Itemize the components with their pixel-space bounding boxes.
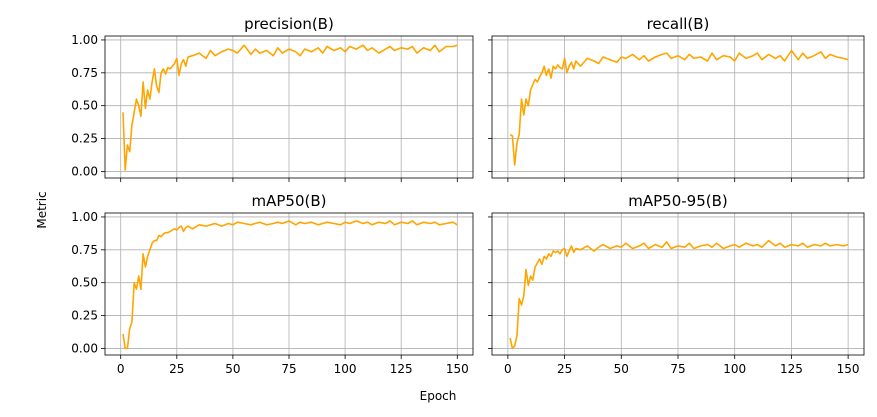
x-tick-label: 150	[446, 362, 469, 376]
chart-panel: recall(B)	[488, 15, 865, 182]
chart-title: recall(B)	[647, 15, 710, 33]
x-tick-label: 75	[281, 362, 296, 376]
chart-title: mAP50(B)	[252, 192, 327, 210]
y-tick-label: 0.00	[71, 341, 98, 355]
chart-panel: 0 25 50 75 100 125 150 0.00 0.25 0.50 0.75 1.00 mAP5…	[71, 192, 474, 376]
x-tick-label: 50	[225, 362, 240, 376]
chart-title: precision(B)	[244, 15, 334, 33]
x-tick-label: 125	[780, 362, 803, 376]
series-line	[509, 239, 849, 350]
y-axis-label: Metric	[35, 191, 49, 228]
x-axis-label: Epoch	[420, 389, 457, 403]
x-tick-label: 125	[390, 362, 413, 376]
x-tick-label: 100	[723, 362, 746, 376]
y-tick-label: 0.50	[71, 276, 98, 290]
series-line	[122, 220, 458, 350]
y-tick-label: 0.00	[71, 164, 98, 178]
series-line	[122, 44, 458, 171]
y-tick-label: 0.50	[71, 99, 98, 113]
x-tick-label: 0	[504, 362, 512, 376]
x-tick-label: 100	[334, 362, 357, 376]
y-tick-label: 1.00	[71, 33, 98, 47]
y-tick-label: 0.25	[71, 309, 98, 323]
y-tick-label: 0.25	[71, 132, 98, 146]
series-line	[509, 49, 849, 166]
y-tick-label: 0.75	[71, 66, 98, 80]
x-tick-label: 25	[557, 362, 572, 376]
chart-panel: 0 25 50 75 100 125 150 mAP50-95(B)	[488, 192, 865, 376]
chart-title: mAP50-95(B)	[628, 192, 728, 210]
x-tick-label: 150	[837, 362, 860, 376]
x-tick-label: 0	[117, 362, 125, 376]
x-tick-label: 50	[614, 362, 629, 376]
x-tick-label: 75	[670, 362, 685, 376]
chart-panel: 0.00 0.25 0.50 0.75 1.00 precision(B)	[71, 15, 474, 182]
y-tick-label: 1.00	[71, 210, 98, 224]
y-tick-label: 0.75	[71, 243, 98, 257]
x-tick-label: 25	[169, 362, 184, 376]
